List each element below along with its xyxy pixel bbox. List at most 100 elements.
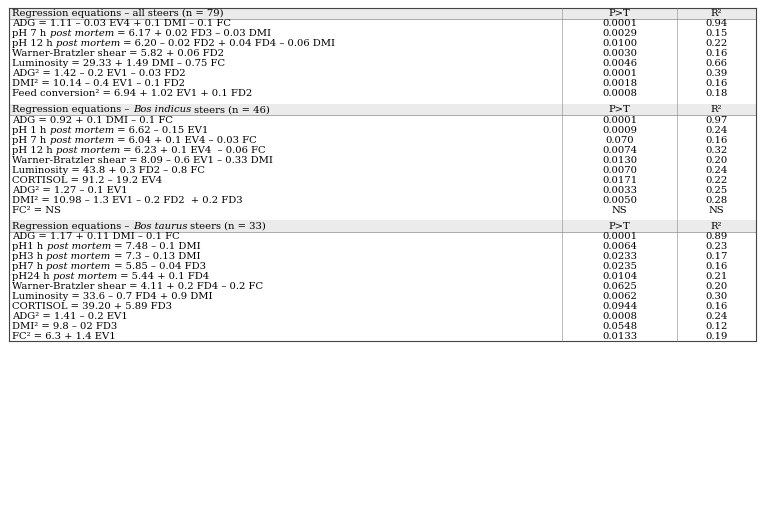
Text: DMI² = 9.8 – 02 FD3: DMI² = 9.8 – 02 FD3: [12, 322, 118, 331]
Text: FC² = 6.3 + 1.4 EV1: FC² = 6.3 + 1.4 EV1: [12, 332, 116, 341]
Text: CORTISOL = 91.2 – 19.2 EV4: CORTISOL = 91.2 – 19.2 EV4: [12, 176, 162, 184]
Text: FC² = NS: FC² = NS: [12, 205, 61, 215]
Text: 0.18: 0.18: [705, 89, 728, 98]
Text: Feed conversion² = 6.94 + 1.02 EV1 + 0.1 FD2: Feed conversion² = 6.94 + 1.02 EV1 + 0.1…: [12, 89, 252, 98]
Text: pH1 h: pH1 h: [12, 242, 47, 251]
Text: 0.0050: 0.0050: [602, 196, 637, 204]
Text: steers (n = 46): steers (n = 46): [191, 105, 270, 114]
Text: 0.0235: 0.0235: [602, 262, 637, 271]
Text: Warner-Bratzler shear = 5.82 + 0.06 FD2: Warner-Bratzler shear = 5.82 + 0.06 FD2: [12, 49, 224, 58]
Bar: [9, 321, 756, 331]
Text: 0.0029: 0.0029: [602, 29, 637, 38]
Text: ADG² = 1.41 – 0.2 EV1: ADG² = 1.41 – 0.2 EV1: [12, 312, 128, 321]
Text: = 6.20 – 0.02 FD2 + 0.04 FD4 – 0.06 DMI: = 6.20 – 0.02 FD2 + 0.04 FD4 – 0.06 DMI: [120, 39, 335, 49]
Text: Warner-Bratzler shear = 4.11 + 0.2 FD4 – 0.2 FC: Warner-Bratzler shear = 4.11 + 0.2 FD4 –…: [12, 282, 263, 291]
Text: 0.19: 0.19: [705, 332, 728, 341]
Text: 0.0171: 0.0171: [602, 176, 637, 184]
Bar: [9, 175, 756, 185]
Text: 0.16: 0.16: [705, 136, 728, 145]
Text: Luminosity = 33.6 – 0.7 FD4 + 0.9 DMI: Luminosity = 33.6 – 0.7 FD4 + 0.9 DMI: [12, 292, 213, 301]
Text: post mortem: post mortem: [47, 262, 111, 271]
Text: 0.0030: 0.0030: [602, 49, 637, 58]
Text: 0.0001: 0.0001: [602, 69, 637, 78]
Text: Regression equations – all steers (n = 79): Regression equations – all steers (n = 7…: [12, 9, 224, 18]
Text: 0.16: 0.16: [705, 262, 728, 271]
Text: = 7.48 – 0.1 DMI: = 7.48 – 0.1 DMI: [111, 242, 200, 251]
Bar: [9, 195, 756, 205]
Text: Luminosity = 43.8 + 0.3 FD2 – 0.8 FC: Luminosity = 43.8 + 0.3 FD2 – 0.8 FC: [12, 166, 205, 175]
Text: 0.24: 0.24: [705, 312, 728, 321]
Bar: [9, 115, 756, 125]
Bar: [9, 251, 756, 262]
Text: R²: R²: [711, 105, 722, 114]
Text: P>T: P>T: [609, 9, 630, 18]
Text: 0.0001: 0.0001: [602, 232, 637, 241]
Text: post mortem: post mortem: [53, 272, 117, 281]
Text: steers (n = 33): steers (n = 33): [187, 222, 266, 230]
Bar: [9, 79, 756, 88]
Text: Luminosity = 29.33 + 1.49 DMI – 0.75 FC: Luminosity = 29.33 + 1.49 DMI – 0.75 FC: [12, 59, 226, 68]
Bar: [9, 331, 756, 341]
Bar: [9, 271, 756, 282]
Text: 0.17: 0.17: [705, 252, 728, 261]
Text: 0.16: 0.16: [705, 49, 728, 58]
Text: Regression equations –: Regression equations –: [12, 105, 133, 114]
Text: Warner-Bratzler shear = 8.09 – 0.6 EV1 – 0.33 DMI: Warner-Bratzler shear = 8.09 – 0.6 EV1 –…: [12, 156, 273, 165]
Text: = 6.17 + 0.02 FD3 – 0.03 DMI: = 6.17 + 0.02 FD3 – 0.03 DMI: [114, 29, 271, 38]
Text: pH7 h: pH7 h: [12, 262, 47, 271]
Text: 0.20: 0.20: [705, 282, 728, 291]
Text: 0.0944: 0.0944: [602, 302, 637, 311]
Bar: [9, 220, 756, 231]
Text: 0.0233: 0.0233: [602, 252, 637, 261]
Text: 0.25: 0.25: [705, 185, 728, 195]
Bar: [9, 135, 756, 145]
Text: 0.39: 0.39: [705, 69, 728, 78]
Text: post mortem: post mortem: [50, 136, 114, 145]
Text: NS: NS: [708, 205, 724, 215]
Text: Bos indicus: Bos indicus: [133, 105, 191, 114]
Text: 0.0625: 0.0625: [602, 282, 637, 291]
Bar: [9, 205, 756, 215]
Text: 0.94: 0.94: [705, 19, 728, 29]
Text: post mortem: post mortem: [47, 252, 111, 261]
Bar: [9, 262, 756, 271]
Text: 0.20: 0.20: [705, 156, 728, 165]
Text: 0.15: 0.15: [705, 29, 728, 38]
Text: DMI² = 10.14 – 0.4 EV1 – 0.1 FD2: DMI² = 10.14 – 0.4 EV1 – 0.1 FD2: [12, 79, 185, 88]
Bar: [9, 39, 756, 49]
Text: = 6.62 – 0.15 EV1: = 6.62 – 0.15 EV1: [114, 126, 208, 135]
Text: pH 7 h: pH 7 h: [12, 29, 50, 38]
Text: post mortem: post mortem: [56, 39, 120, 49]
Text: ADG = 0.92 + 0.1 DMI – 0.1 FC: ADG = 0.92 + 0.1 DMI – 0.1 FC: [12, 116, 173, 125]
Text: 0.0074: 0.0074: [602, 146, 637, 155]
Text: 0.23: 0.23: [705, 242, 728, 251]
Text: 0.0001: 0.0001: [602, 116, 637, 125]
Text: 0.30: 0.30: [705, 292, 728, 301]
Text: 0.0033: 0.0033: [602, 185, 637, 195]
Text: 0.21: 0.21: [705, 272, 728, 281]
Bar: [9, 231, 756, 242]
Bar: [9, 68, 756, 79]
Text: pH 7 h: pH 7 h: [12, 136, 50, 145]
Text: DMI² = 10.98 – 1.3 EV1 – 0.2 FD2  + 0.2 FD3: DMI² = 10.98 – 1.3 EV1 – 0.2 FD2 + 0.2 F…: [12, 196, 243, 204]
Text: P>T: P>T: [609, 222, 630, 230]
Text: 0.0130: 0.0130: [602, 156, 637, 165]
Bar: [9, 145, 756, 155]
Text: 0.28: 0.28: [705, 196, 728, 204]
Text: 0.24: 0.24: [705, 126, 728, 135]
Text: pH 1 h: pH 1 h: [12, 126, 50, 135]
Bar: [9, 88, 756, 99]
Text: pH 12 h: pH 12 h: [12, 146, 56, 155]
Text: 0.0548: 0.0548: [602, 322, 637, 331]
Text: 0.66: 0.66: [705, 59, 728, 68]
Text: R²: R²: [711, 222, 722, 230]
Text: CORTISOL = 39.20 + 5.89 FD3: CORTISOL = 39.20 + 5.89 FD3: [12, 302, 172, 311]
Bar: [9, 185, 756, 195]
Text: 0.0064: 0.0064: [602, 242, 637, 251]
Text: post mortem: post mortem: [50, 126, 114, 135]
Bar: [9, 59, 756, 68]
Text: = 6.04 + 0.1 EV4 – 0.03 FC: = 6.04 + 0.1 EV4 – 0.03 FC: [114, 136, 256, 145]
Text: 0.0018: 0.0018: [602, 79, 637, 88]
Bar: [9, 165, 756, 175]
Text: = 7.3 – 0.13 DMI: = 7.3 – 0.13 DMI: [111, 252, 200, 261]
